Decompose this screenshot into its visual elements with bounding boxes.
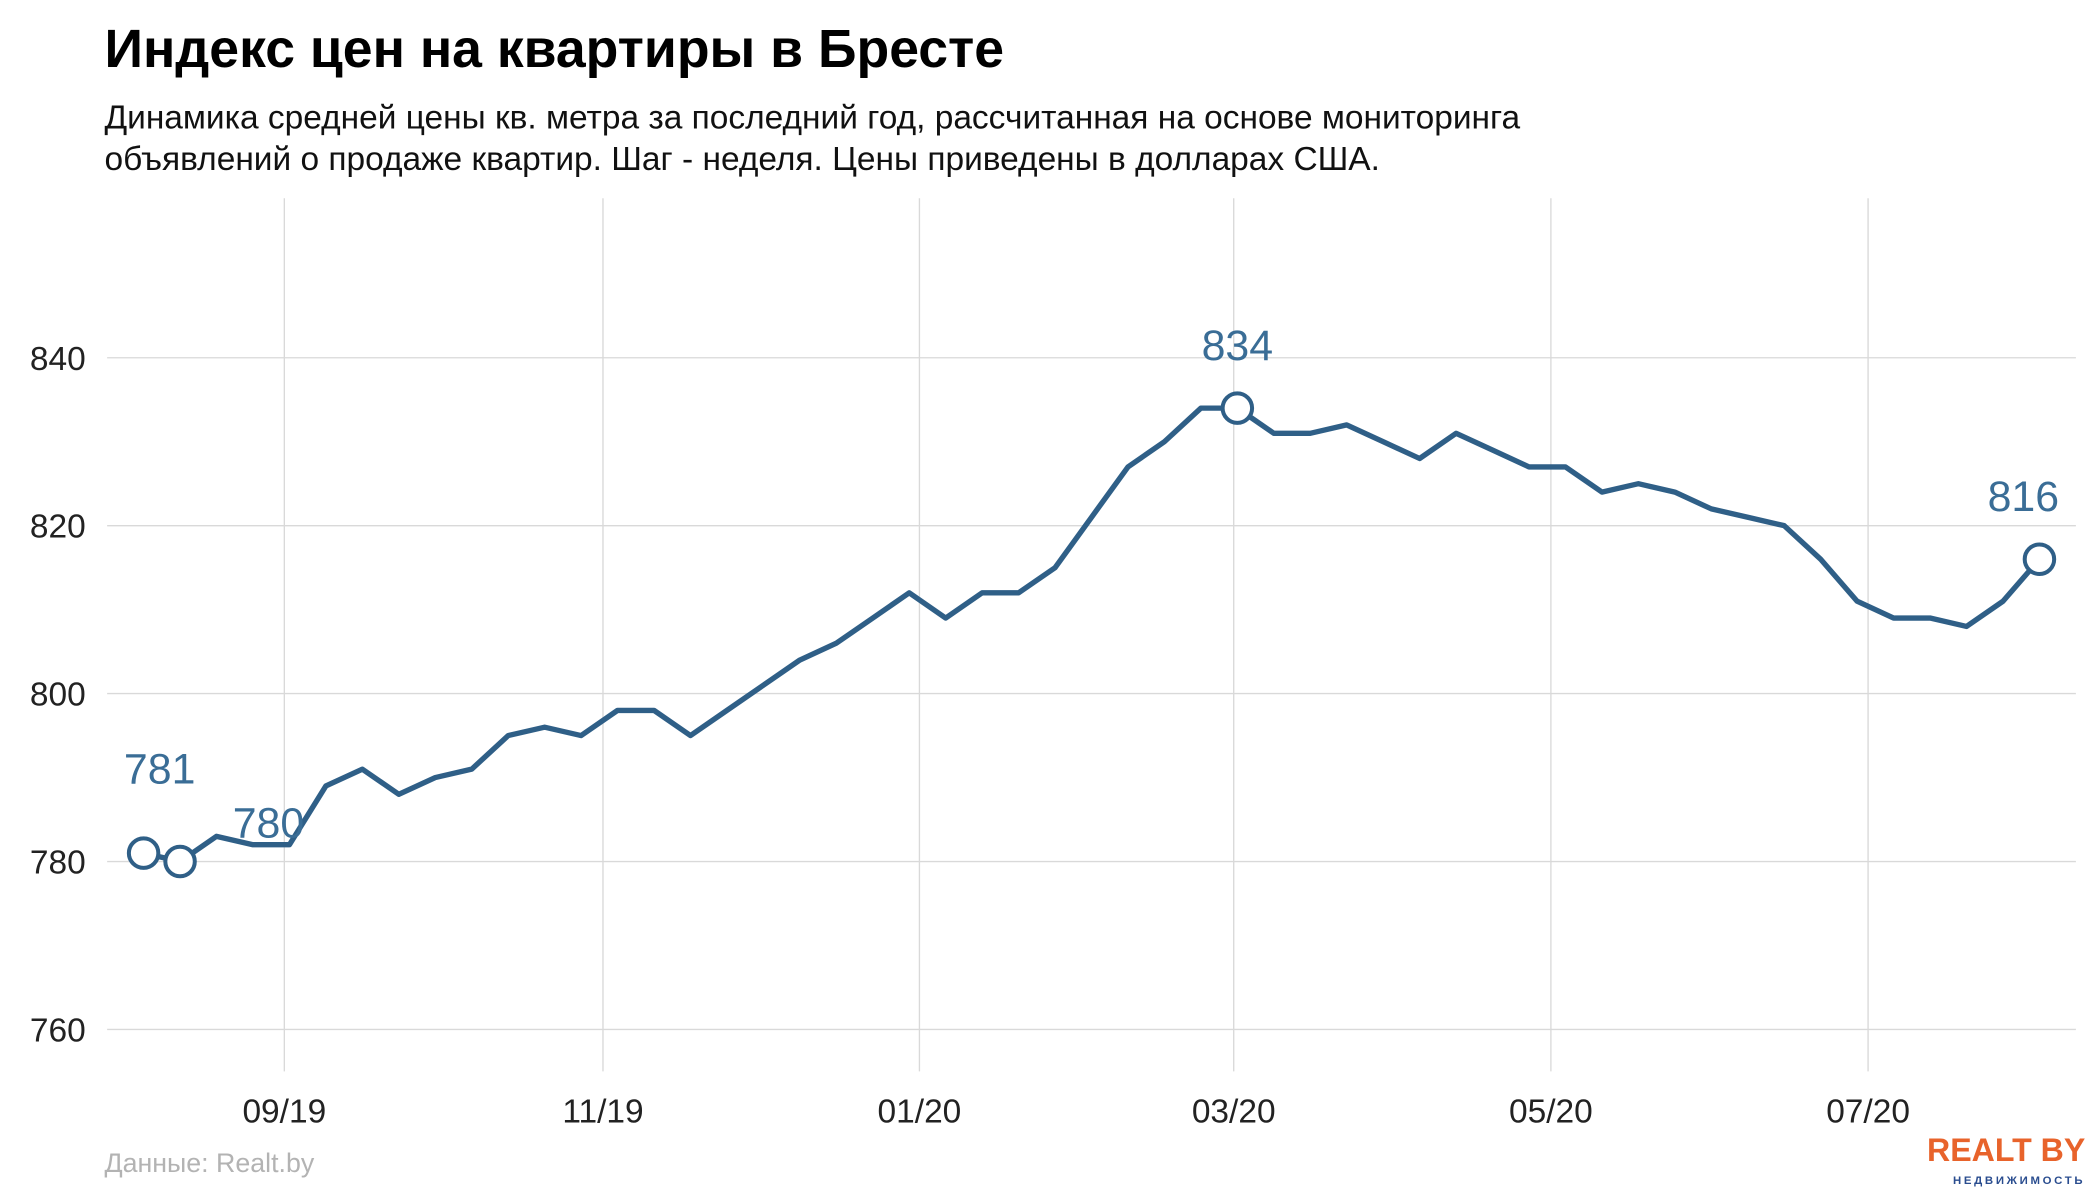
logo: REALT BY — [1927, 1132, 2085, 1168]
data-label: 781 — [124, 745, 195, 793]
x-tick-label: 05/20 — [1509, 1093, 1593, 1130]
x-tick-label: 11/19 — [562, 1093, 643, 1130]
point-marker — [163, 844, 197, 879]
y-tick-label: 820 — [30, 509, 86, 546]
source-note: Данные: Realt.by — [104, 1148, 314, 1178]
point-marker — [2022, 542, 2057, 576]
chart-title: Индекс цен на квартиры в Бресте — [104, 20, 1004, 79]
y-tick-label: 800 — [30, 677, 86, 714]
data-label: 834 — [1202, 322, 1273, 370]
point-marker — [126, 836, 161, 870]
y-tick-label: 840 — [30, 341, 86, 378]
data-label: 816 — [1988, 473, 2059, 521]
data-label: 780 — [233, 799, 304, 847]
data-line — [142, 405, 2042, 865]
x-tick-label: 07/20 — [1826, 1093, 1910, 1130]
point-marker — [1220, 391, 1255, 425]
y-tick-label: 780 — [30, 845, 86, 882]
y-tick-label: 760 — [30, 1013, 86, 1050]
chart-subtitle: Динамика средней цены кв. метра за после… — [104, 100, 1520, 137]
x-tick-label: 01/20 — [878, 1093, 962, 1130]
x-tick-label: 03/20 — [1192, 1093, 1276, 1130]
logo-tagline: НЕДВИЖИМОСТЬ — [1953, 1175, 2085, 1187]
x-tick-label: 09/19 — [242, 1093, 326, 1130]
chart-subtitle: объявлений о продаже квартир. Шаг - неде… — [104, 141, 1379, 178]
